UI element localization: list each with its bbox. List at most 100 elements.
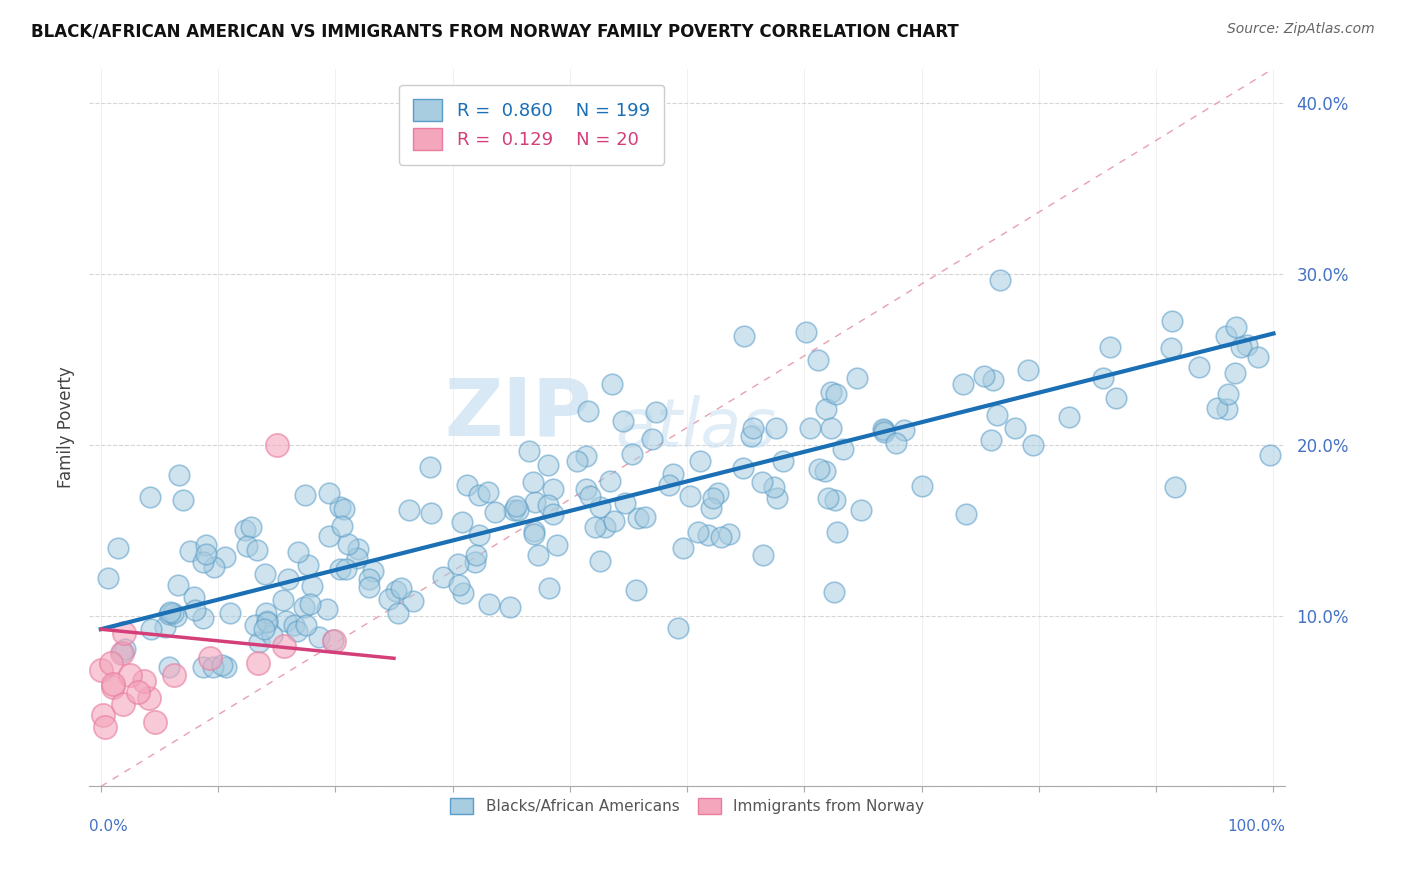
Point <box>112 698 135 712</box>
Point <box>873 423 896 437</box>
Point <box>451 515 474 529</box>
Point <box>645 405 668 419</box>
Point <box>195 538 218 552</box>
Point <box>710 530 733 544</box>
Point <box>336 537 359 551</box>
Point <box>333 501 356 516</box>
Point <box>731 461 754 475</box>
Point <box>478 597 501 611</box>
Point <box>100 657 122 671</box>
Point <box>172 493 194 508</box>
Point <box>465 548 488 562</box>
Point <box>419 459 441 474</box>
Point <box>138 490 160 504</box>
Point <box>198 651 221 665</box>
Point <box>169 468 191 483</box>
Point <box>873 425 896 440</box>
Point <box>524 494 547 508</box>
Point <box>287 624 309 639</box>
Point <box>689 453 711 467</box>
Point <box>143 714 166 729</box>
Point <box>983 373 1005 387</box>
Text: ZIP: ZIP <box>444 374 592 452</box>
Point <box>101 677 124 691</box>
Point <box>762 480 785 494</box>
Point <box>772 454 794 468</box>
Point <box>308 631 330 645</box>
Point <box>955 507 977 521</box>
Point <box>118 668 141 682</box>
Point <box>537 499 560 513</box>
Point <box>464 555 486 569</box>
Point <box>163 668 186 682</box>
Point <box>247 634 270 648</box>
Point <box>700 501 723 516</box>
Point <box>432 570 454 584</box>
Point <box>741 421 763 435</box>
Point <box>546 538 568 552</box>
Point <box>634 510 657 524</box>
Point <box>240 520 263 534</box>
Point <box>157 660 180 674</box>
Point <box>536 458 558 472</box>
Point <box>191 555 214 569</box>
Point <box>820 384 842 399</box>
Point <box>389 581 412 595</box>
Point <box>589 500 612 515</box>
Point <box>503 503 526 517</box>
Point <box>162 606 184 620</box>
Text: atlas: atlas <box>616 394 776 460</box>
Point <box>329 561 352 575</box>
Point <box>301 579 323 593</box>
Point <box>814 401 837 416</box>
Point <box>872 422 894 436</box>
Point <box>1160 341 1182 355</box>
Point <box>387 606 409 620</box>
Point <box>110 645 132 659</box>
Point <box>706 486 728 500</box>
Text: 0.0%: 0.0% <box>89 819 128 834</box>
Point <box>702 491 724 505</box>
Point <box>893 424 915 438</box>
Point <box>672 541 695 555</box>
Point <box>1057 410 1080 425</box>
Point <box>214 660 236 674</box>
Point <box>988 272 1011 286</box>
Point <box>202 560 225 574</box>
Text: 100.0%: 100.0% <box>1227 819 1285 834</box>
Point <box>807 353 830 368</box>
Point <box>579 489 602 503</box>
Point <box>543 482 565 496</box>
Point <box>318 528 340 542</box>
Point <box>402 594 425 608</box>
Point <box>357 580 380 594</box>
Point <box>183 591 205 605</box>
Point <box>1225 320 1247 334</box>
Point <box>292 600 315 615</box>
Text: BLACK/AFRICAN AMERICAN VS IMMIGRANTS FROM NORWAY FAMILY POVERTY CORRELATION CHAR: BLACK/AFRICAN AMERICAN VS IMMIGRANTS FRO… <box>31 22 959 40</box>
Point <box>165 609 187 624</box>
Point <box>576 404 599 418</box>
Point <box>184 603 207 617</box>
Point <box>214 549 236 564</box>
Point <box>589 554 612 568</box>
Y-axis label: Family Poverty: Family Poverty <box>58 367 75 489</box>
Point <box>600 376 623 391</box>
Point <box>134 673 156 688</box>
Point <box>262 628 284 642</box>
Point <box>90 663 112 677</box>
Point <box>602 514 624 528</box>
Point <box>1223 366 1246 380</box>
Point <box>624 582 647 597</box>
Point <box>599 474 621 488</box>
Point <box>794 325 817 339</box>
Point <box>1215 329 1237 343</box>
Point <box>641 432 664 446</box>
Point <box>832 442 855 457</box>
Point <box>1218 387 1240 401</box>
Point <box>505 499 527 513</box>
Point <box>986 408 1008 422</box>
Point <box>1206 401 1229 415</box>
Point <box>456 477 478 491</box>
Point <box>612 413 634 427</box>
